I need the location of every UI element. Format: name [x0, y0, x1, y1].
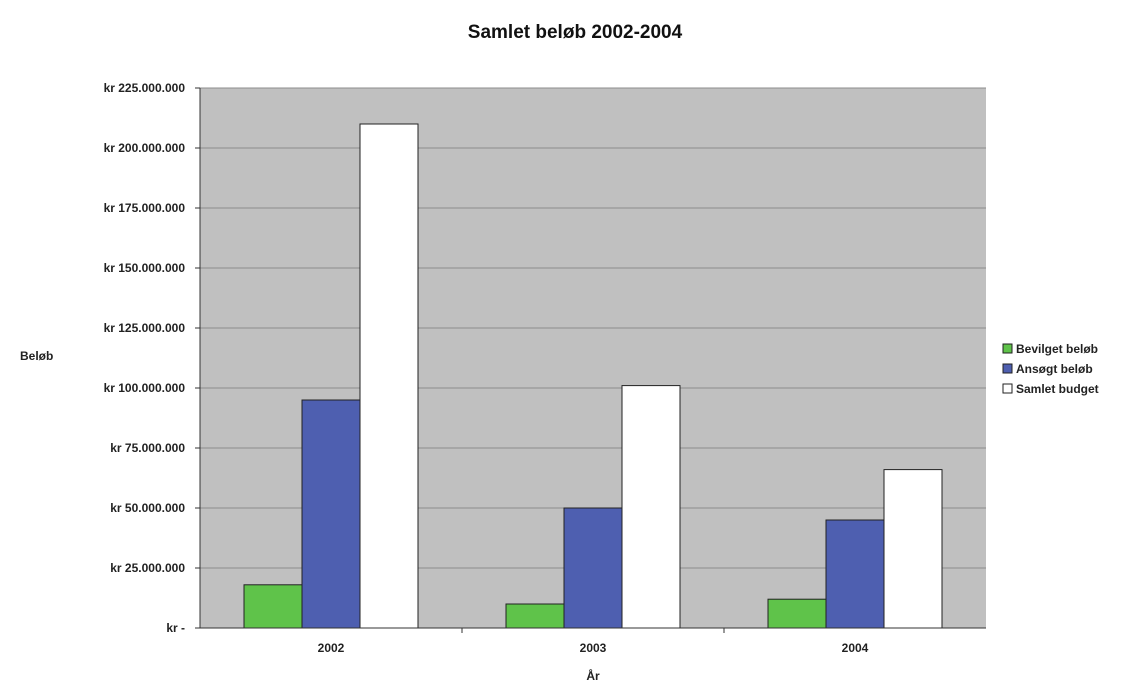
- y-tick-label: kr 225.000.000: [104, 81, 186, 95]
- chart-title: Samlet beløb 2002-2004: [468, 22, 683, 43]
- y-tick-label: kr 25.000.000: [110, 561, 185, 575]
- bar-samlet-budget-2003: [621, 385, 681, 629]
- y-tick-label: kr 100.000.000: [104, 381, 186, 395]
- legend-swatch: [1002, 383, 1013, 394]
- bar-ans-gt-bel-b-2004: [825, 519, 885, 629]
- legend-label: Bevilget beløb: [1016, 342, 1098, 356]
- y-axis-ticks: kr - kr 25.000.000 kr 50.000.000 kr 75.000.…: [104, 81, 200, 635]
- x-axis-title: År: [586, 668, 600, 683]
- legend-swatch: [1002, 363, 1013, 374]
- bar-bevilget-bel-b-2004: [767, 598, 827, 629]
- bars: [243, 123, 943, 629]
- y-tick-label: kr 200.000.000: [104, 141, 186, 155]
- bar-samlet-budget-2002: [359, 123, 419, 629]
- bar-bevilget-bel-b-2002: [243, 584, 303, 629]
- bar-bevilget-bel-b-2003: [505, 603, 565, 629]
- legend-label: Ansøgt beløb: [1016, 362, 1093, 376]
- x-tick-label: 2002: [318, 641, 345, 655]
- x-tick-label: 2004: [842, 641, 869, 655]
- legend-label: Samlet budget: [1016, 382, 1099, 396]
- legend-box: [998, 336, 1126, 408]
- bar-samlet-budget-2004: [883, 469, 943, 629]
- y-tick-label: kr 75.000.000: [110, 441, 185, 455]
- y-tick-label: kr -: [166, 621, 185, 635]
- y-tick-label: kr 50.000.000: [110, 501, 185, 515]
- y-tick-label: kr 175.000.000: [104, 201, 186, 215]
- legend-swatch: [1002, 343, 1013, 354]
- y-axis-title: Beløb: [20, 349, 53, 363]
- bar-ans-gt-bel-b-2003: [563, 507, 623, 629]
- y-tick-label: kr 125.000.000: [104, 321, 186, 335]
- x-axis-ticks: 2002 2003 2004: [318, 628, 869, 655]
- bar-ans-gt-bel-b-2002: [301, 399, 361, 629]
- legend: Bevilget beløb Ansøgt beløb Samlet budget: [998, 336, 1126, 408]
- x-tick-label: 2003: [580, 641, 607, 655]
- y-tick-label: kr 150.000.000: [104, 261, 186, 275]
